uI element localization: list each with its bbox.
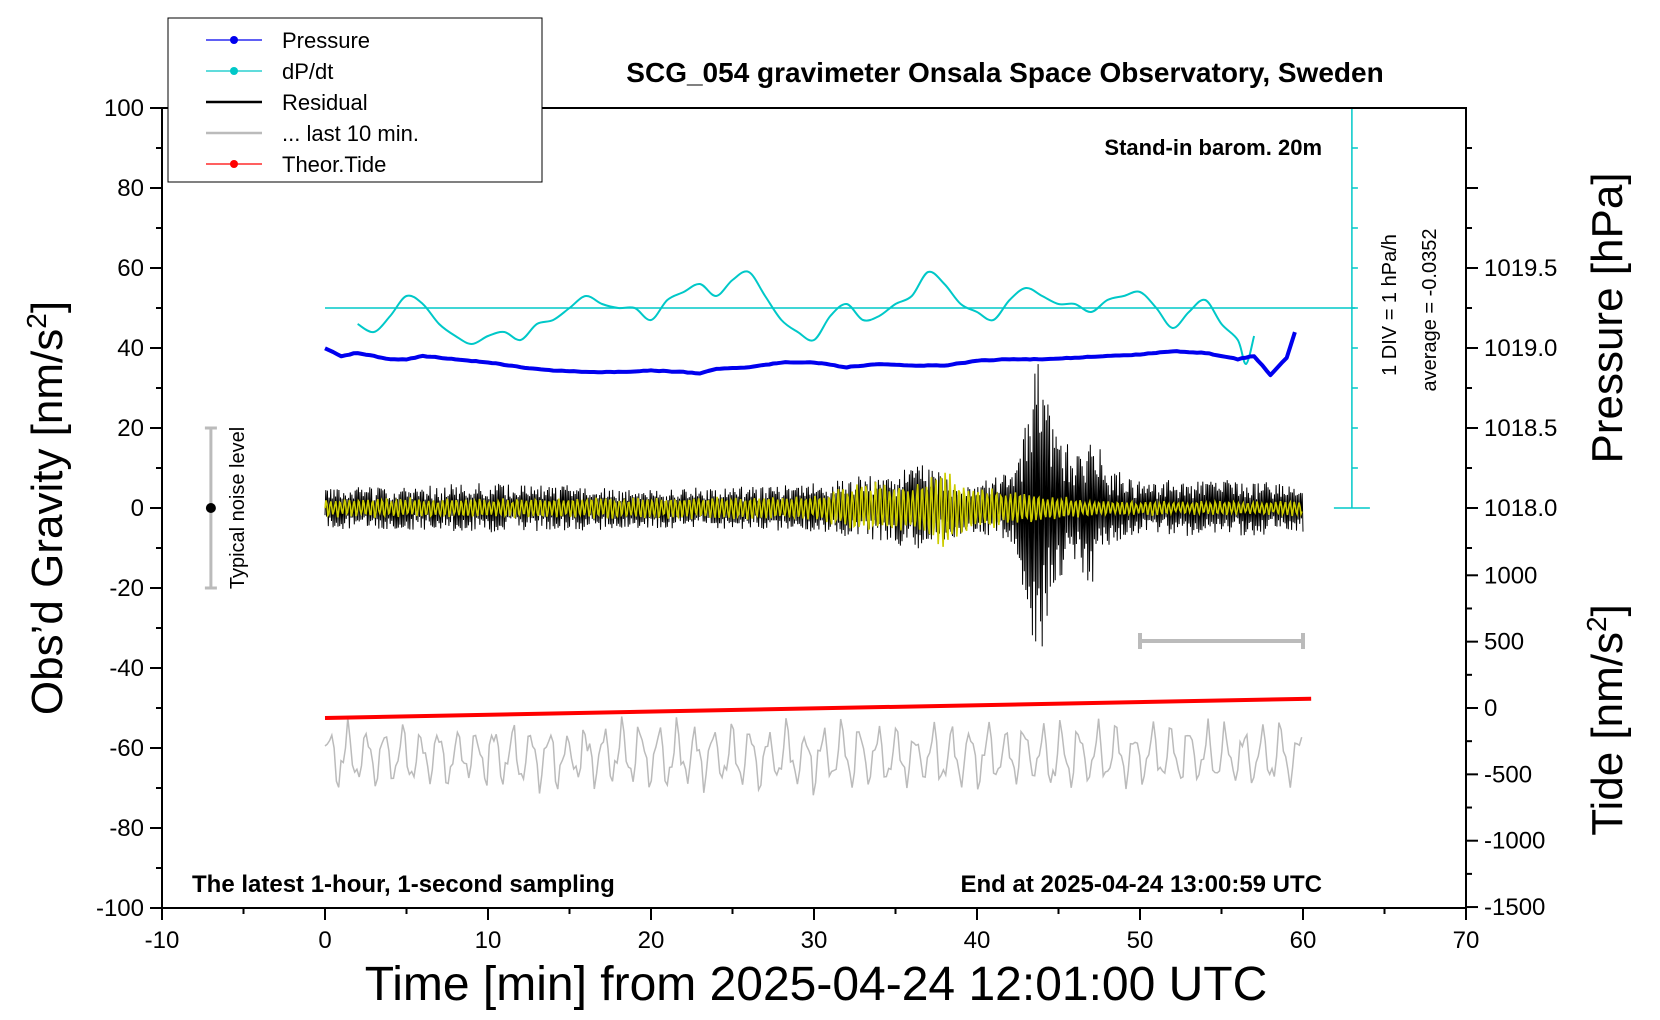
y-tick-label: -20 <box>109 575 144 602</box>
dpdt-series-group <box>357 270 1256 366</box>
y-tick-label: 40 <box>117 335 144 362</box>
y-tick-label: 100 <box>104 95 144 122</box>
filtered-residual-line <box>324 472 1303 547</box>
sampling-annotation: The latest 1-hour, 1-second sampling <box>192 871 615 898</box>
legend: Pressure dP/dt Residual ... last 10 min. The… <box>167 17 543 183</box>
tide-tick-label: -1500 <box>1484 894 1545 921</box>
y-tick-label: -100 <box>96 895 144 922</box>
pressure-tick-label: 1018.5 <box>1484 415 1557 442</box>
tide-axis-label-main: Tide [nm/s <box>1583 632 1632 836</box>
legend-label: Theor.Tide <box>282 152 386 177</box>
x-tick-label: 50 <box>1127 927 1154 954</box>
y-tick-label: 0 <box>131 495 144 522</box>
x-tick-label: 70 <box>1453 927 1480 954</box>
pressure-tick-label: 1018.0 <box>1484 495 1557 522</box>
legend-label: ... last 10 min. <box>282 121 419 146</box>
end-time-annotation: End at 2025-04-24 13:00:59 UTC <box>961 871 1323 898</box>
x-tick-label: 60 <box>1290 927 1317 954</box>
tide-tick-label: 0 <box>1484 695 1497 722</box>
noise-bar-group <box>204 426 217 590</box>
y-tick-label: -60 <box>109 735 144 762</box>
legend-label: dP/dt <box>282 59 333 84</box>
last10-line <box>324 716 1303 796</box>
dpdt-line <box>357 270 1256 366</box>
y-tick-label: 60 <box>117 255 144 282</box>
left-axis-label-main: Obs’d Gravity [nm/s <box>23 329 72 715</box>
div-scale-label: 1 DIV = 1 hPa/h <box>1379 234 1401 376</box>
legend-box <box>167 17 543 183</box>
x-axis-ticks: -10 0 10 20 30 40 50 60 70 <box>145 908 1480 954</box>
last10-series-group <box>324 716 1303 796</box>
pressure-line <box>324 331 1297 378</box>
residual-series-group <box>324 364 1304 647</box>
left-axis-label: Obs’d Gravity [nm/s2] <box>21 301 72 715</box>
tide-axis-label: Tide [nm/s2] <box>1581 604 1632 836</box>
tide-tick-label: 1000 <box>1484 562 1537 589</box>
average-label: average = -0.0352 <box>1419 229 1441 392</box>
legend-label: Pressure <box>282 28 370 53</box>
filtered-series-group <box>324 472 1303 547</box>
tide-line <box>324 696 1312 720</box>
pressure-tick-label: 1019.5 <box>1484 255 1557 282</box>
tide-axis-label-end: ] <box>1583 604 1632 616</box>
left-axis-label-end: ] <box>23 301 72 313</box>
legend-marker <box>230 36 238 44</box>
tide-series-group <box>324 696 1312 720</box>
x-tick-label: 10 <box>475 927 502 954</box>
x-tick-label: 20 <box>638 927 665 954</box>
y-tick-label: 20 <box>117 415 144 442</box>
left-axis-ticks: 100 80 60 40 20 0 -20 -40 -60 -80 -100 <box>96 95 162 922</box>
residual-line <box>324 364 1304 647</box>
x-tick-label: 30 <box>801 927 828 954</box>
legend-marker <box>230 160 238 168</box>
chart-title: SCG_054 gravimeter Onsala Space Observat… <box>626 57 1383 88</box>
legend-label: Residual <box>282 90 368 115</box>
noise-level-label: Typical noise level <box>227 427 249 589</box>
pressure-axis-label: Pressure [hPa] <box>1583 172 1632 463</box>
left-axis-label-sup: 2 <box>21 313 52 329</box>
tide-tick-label: -1000 <box>1484 828 1545 855</box>
x-tick-label: -10 <box>145 927 180 954</box>
dpdt-scale-group <box>1333 107 1370 509</box>
x-axis-label: Time [min] from 2025-04-24 12:01:00 UTC <box>365 958 1268 1011</box>
tide-tick-label: 500 <box>1484 629 1524 656</box>
pressure-axis-ticks: 1019.5 1019.0 1018.5 1018.0 <box>1466 147 1557 549</box>
y-tick-label: 80 <box>117 175 144 202</box>
legend-marker <box>230 67 238 75</box>
tide-tick-label: -500 <box>1484 761 1532 788</box>
tide-axis-label-sup: 2 <box>1581 616 1612 632</box>
pressure-tick-label: 1019.0 <box>1484 335 1557 362</box>
last10-bracket-group <box>1138 633 1305 649</box>
y-tick-label: -80 <box>109 815 144 842</box>
x-tick-label: 40 <box>964 927 991 954</box>
x-tick-label: 0 <box>318 927 331 954</box>
noise-bar-center <box>205 503 216 513</box>
pressure-series-group <box>324 331 1297 378</box>
y-tick-label: -40 <box>109 655 144 682</box>
tide-axis-ticks: 1000 500 0 -500 -1000 -1500 <box>1466 562 1545 921</box>
stand-in-annotation: Stand-in barom. 20m <box>1104 135 1322 160</box>
